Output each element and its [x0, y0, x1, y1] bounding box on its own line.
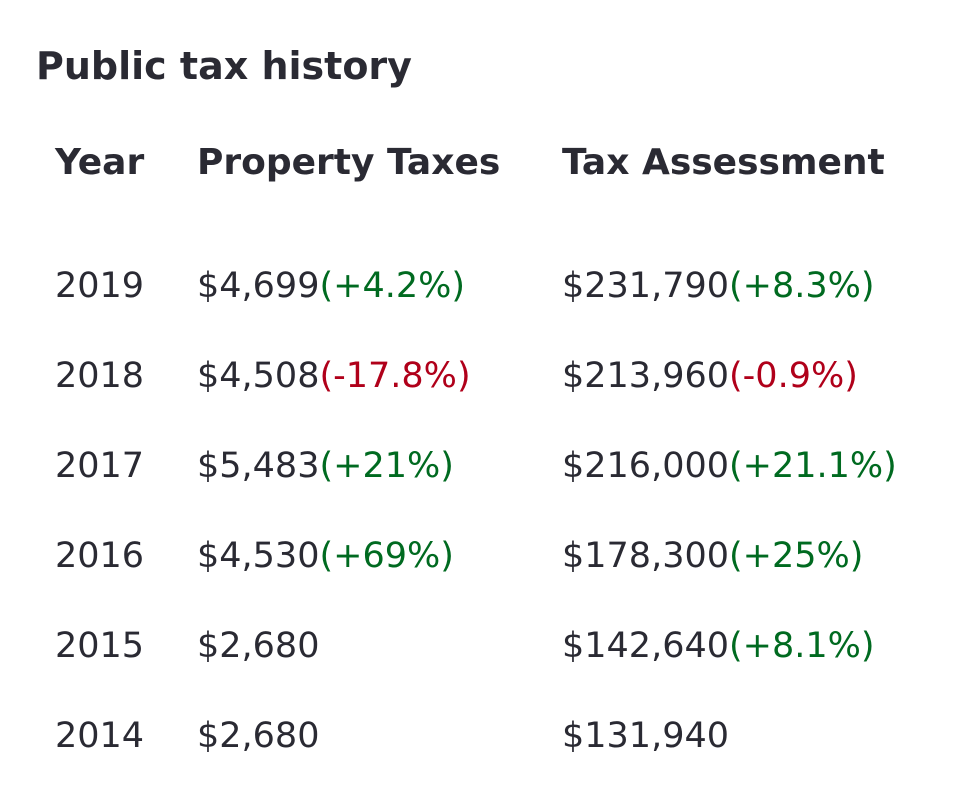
tax-assessment-value: $131,940	[562, 716, 730, 756]
property-taxes-value: $4,699	[197, 266, 320, 306]
year-cell: 2015	[55, 626, 145, 666]
tax-assessment-value: $216,000	[562, 446, 730, 486]
property-taxes-value: $2,680	[197, 626, 320, 666]
tax-assessment-change: (+8.3%)	[729, 266, 875, 306]
property-taxes-value: $5,483	[197, 446, 320, 486]
year-cell: 2019	[55, 266, 145, 306]
tax-assessment-cell: $231,790(+8.3%)	[562, 258, 875, 314]
property-taxes-change: (+21%)	[319, 446, 454, 486]
column-header-tax-assessment: Tax Assessment	[562, 142, 885, 183]
property-taxes-cell: $4,699(+4.2%)	[197, 258, 465, 314]
property-taxes-change: (+69%)	[319, 536, 454, 576]
tax-assessment-cell: $213,960(-0.9%)	[562, 348, 858, 404]
section-title: Public tax history	[36, 44, 412, 88]
column-header-property-taxes: Property Taxes	[197, 142, 501, 183]
property-taxes-value: $4,530	[197, 536, 320, 576]
property-taxes-value: $4,508	[197, 356, 320, 396]
property-taxes-change: (+4.2%)	[319, 266, 466, 306]
tax-assessment-cell: $216,000(+21.1%)	[562, 438, 897, 494]
property-taxes-cell: $4,508(-17.8%)	[197, 348, 471, 404]
table-row: 2017 $5,483(+21%) $216,000(+21.1%)	[55, 438, 935, 528]
year-cell: 2016	[55, 536, 145, 576]
tax-assessment-value: $231,790	[562, 266, 730, 306]
tax-assessment-cell: $142,640(+8.1%)	[562, 618, 875, 674]
tax-assessment-change: (+25%)	[729, 536, 864, 576]
table-row: 2019 $4,699(+4.2%) $231,790(+8.3%)	[55, 258, 935, 348]
table-row: 2014 $2,680 $131,940	[55, 708, 935, 798]
tax-assessment-change: (+8.1%)	[729, 626, 875, 666]
tax-assessment-change: (+21.1%)	[729, 446, 897, 486]
tax-assessment-value: $178,300	[562, 536, 730, 576]
property-taxes-cell: $2,680	[197, 708, 319, 764]
tax-assessment-cell: $131,940	[562, 708, 729, 764]
table-row: 2015 $2,680 $142,640(+8.1%)	[55, 618, 935, 708]
property-taxes-cell: $4,530(+69%)	[197, 528, 454, 584]
tax-assessment-value: $213,960	[562, 356, 730, 396]
column-header-year: Year	[55, 142, 145, 183]
tax-assessment-change: (-0.9%)	[729, 356, 858, 396]
table-row: 2018 $4,508(-17.8%) $213,960(-0.9%)	[55, 348, 935, 438]
tax-assessment-value: $142,640	[562, 626, 730, 666]
property-taxes-change: (-17.8%)	[319, 356, 471, 396]
table-body: 2019 $4,699(+4.2%) $231,790(+8.3%) 2018 …	[55, 258, 935, 798]
tax-assessment-cell: $178,300(+25%)	[562, 528, 863, 584]
year-cell: 2017	[55, 446, 145, 486]
year-cell: 2018	[55, 356, 145, 396]
table-row: 2016 $4,530(+69%) $178,300(+25%)	[55, 528, 935, 618]
property-taxes-cell: $2,680	[197, 618, 319, 674]
year-cell: 2014	[55, 716, 145, 756]
property-taxes-cell: $5,483(+21%)	[197, 438, 454, 494]
property-taxes-value: $2,680	[197, 716, 320, 756]
